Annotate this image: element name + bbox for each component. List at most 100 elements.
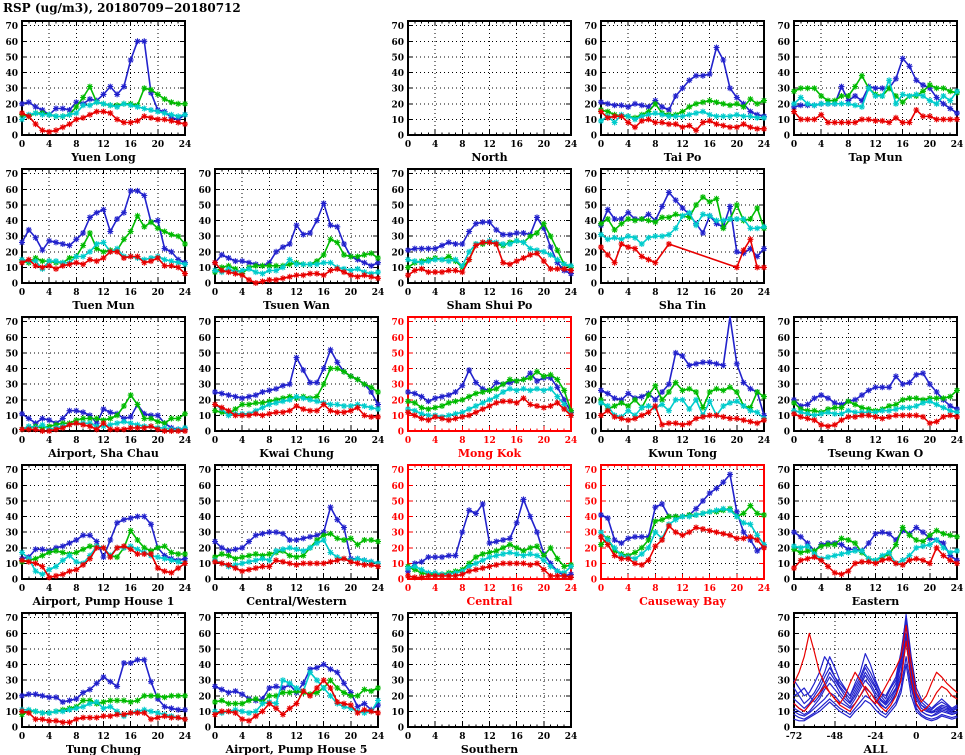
y-tick-label: 60 xyxy=(198,630,211,640)
x-tick-label: 24 xyxy=(179,436,192,446)
x-tick-label: -48 xyxy=(827,732,843,742)
x-tick-label: 4 xyxy=(239,288,245,298)
y-tick-label: 60 xyxy=(198,482,211,492)
plot-frame xyxy=(793,612,958,728)
plot-frame xyxy=(21,316,186,432)
y-tick-label: 60 xyxy=(777,482,790,492)
y-tick-label: 50 xyxy=(5,53,18,63)
chart-title-tap-mun: Tap Mun xyxy=(849,151,903,164)
x-tick-label: 12 xyxy=(290,436,303,446)
y-tick-label: 40 xyxy=(198,217,211,227)
plot-frame xyxy=(793,316,958,432)
x-tick-label: 8 xyxy=(652,436,658,446)
x-tick-label: 20 xyxy=(345,288,358,298)
y-tick-label: 10 xyxy=(391,412,404,422)
x-tick-label: 16 xyxy=(124,436,137,446)
y-tick-label: 60 xyxy=(584,38,597,48)
series-markers xyxy=(212,677,381,724)
grid-lines xyxy=(794,21,957,135)
series-markers xyxy=(791,544,960,578)
y-tick-label: 20 xyxy=(198,248,211,258)
x-tick-label: 4 xyxy=(625,436,631,446)
x-tick-label: 16 xyxy=(317,288,330,298)
x-tick-label: 24 xyxy=(951,732,964,742)
x-tick-label: 20 xyxy=(924,140,937,150)
x-tick-label: 16 xyxy=(510,140,523,150)
x-tick-label: 4 xyxy=(432,436,438,446)
x-tick-label: 8 xyxy=(73,288,79,298)
series-red-3 xyxy=(598,403,767,428)
x-tick-label: 0 xyxy=(19,288,25,298)
x-tick-label: 16 xyxy=(124,288,137,298)
x-tick-label: 0 xyxy=(405,584,411,594)
x-tick-label: 12 xyxy=(483,584,496,594)
x-tick-label: 24 xyxy=(565,732,578,742)
x-tick-label: 24 xyxy=(372,584,385,594)
y-tick-label: 30 xyxy=(777,677,790,687)
y-tick-label: 30 xyxy=(391,677,404,687)
y-tick-label: 10 xyxy=(584,116,597,126)
series-blue-7 xyxy=(793,620,958,714)
plot-frame xyxy=(793,20,958,136)
y-tick-label: 40 xyxy=(777,513,790,523)
y-tick-label: 20 xyxy=(584,248,597,258)
y-tick-label: 50 xyxy=(584,497,597,507)
x-tick-label: 20 xyxy=(538,436,551,446)
x-tick-label: 20 xyxy=(152,436,165,446)
series-green-1 xyxy=(212,530,381,562)
x-tick-label: 24 xyxy=(758,584,771,594)
plot-frame xyxy=(21,612,186,728)
x-tick-label: 20 xyxy=(731,584,744,594)
series-markers xyxy=(598,209,767,247)
x-tick-label: 16 xyxy=(124,140,137,150)
x-tick-label: 0 xyxy=(19,584,25,594)
y-tick-label: 20 xyxy=(5,544,18,554)
y-tick-label: 0 xyxy=(398,724,404,734)
series-markers xyxy=(19,248,188,277)
series-markers xyxy=(19,108,188,135)
y-tick-label: 30 xyxy=(5,85,18,95)
chart-airport-sha-chau: 0 10 20 30 40 50 60 70 0 4 8 12 16 20 24 Airport, Sha C… xyxy=(5,316,192,460)
x-tick-label: 24 xyxy=(951,140,964,150)
x-tick-label: 12 xyxy=(290,288,303,298)
series-markers xyxy=(598,44,767,120)
y-tick-label: 60 xyxy=(391,630,404,640)
y-tick-label: 0 xyxy=(591,576,597,586)
series-red-3 xyxy=(791,107,960,126)
chart-all: 0 10 20 30 40 50 60 70 -72 -48 -24 0 24 ALL xyxy=(777,612,964,755)
series-markers xyxy=(598,236,767,271)
x-tick-label: 4 xyxy=(432,288,438,298)
x-tick-label: 8 xyxy=(652,288,658,298)
y-tick-label: 30 xyxy=(391,529,404,539)
series-red-3 xyxy=(791,544,960,578)
chart-eastern: 0 10 20 30 40 50 60 70 0 4 8 12 16 20 24 Eastern xyxy=(777,464,963,608)
plot-frame xyxy=(214,464,379,580)
series-markers xyxy=(598,108,767,126)
series-blue-0 xyxy=(19,656,188,713)
series-blue-0 xyxy=(793,614,958,709)
x-tick-label: 16 xyxy=(124,732,137,742)
y-tick-label: 30 xyxy=(584,381,597,391)
grid-lines xyxy=(22,317,185,431)
grid-lines xyxy=(601,317,764,431)
y-tick-label: 40 xyxy=(777,69,790,79)
y-tick-label: 10 xyxy=(391,264,404,274)
figure-title: RSP (ug/m3), 20180709−20180712 xyxy=(3,1,241,15)
y-tick-label: 30 xyxy=(198,233,211,243)
plot-frame xyxy=(214,612,379,728)
grid-lines xyxy=(601,21,764,135)
x-tick-label: 16 xyxy=(510,288,523,298)
y-tick-label: 0 xyxy=(205,576,211,586)
x-tick-label: 20 xyxy=(538,732,551,742)
x-tick-label: 4 xyxy=(46,288,52,298)
plot-frame xyxy=(600,20,765,136)
y-tick-label: 30 xyxy=(391,233,404,243)
x-tick-label: 20 xyxy=(152,288,165,298)
y-tick-label: 40 xyxy=(5,69,18,79)
chart-kwun-tong: 0 10 20 30 40 50 60 70 0 4 8 12 16 20 24 Kwun Tong xyxy=(584,316,770,460)
y-tick-label: 30 xyxy=(198,677,211,687)
x-tick-label: 24 xyxy=(179,732,192,742)
x-tick-label: 4 xyxy=(239,436,245,446)
y-tick-label: 40 xyxy=(391,661,404,671)
chart-title-sham-shui-po: Sham Shui Po xyxy=(447,299,533,312)
